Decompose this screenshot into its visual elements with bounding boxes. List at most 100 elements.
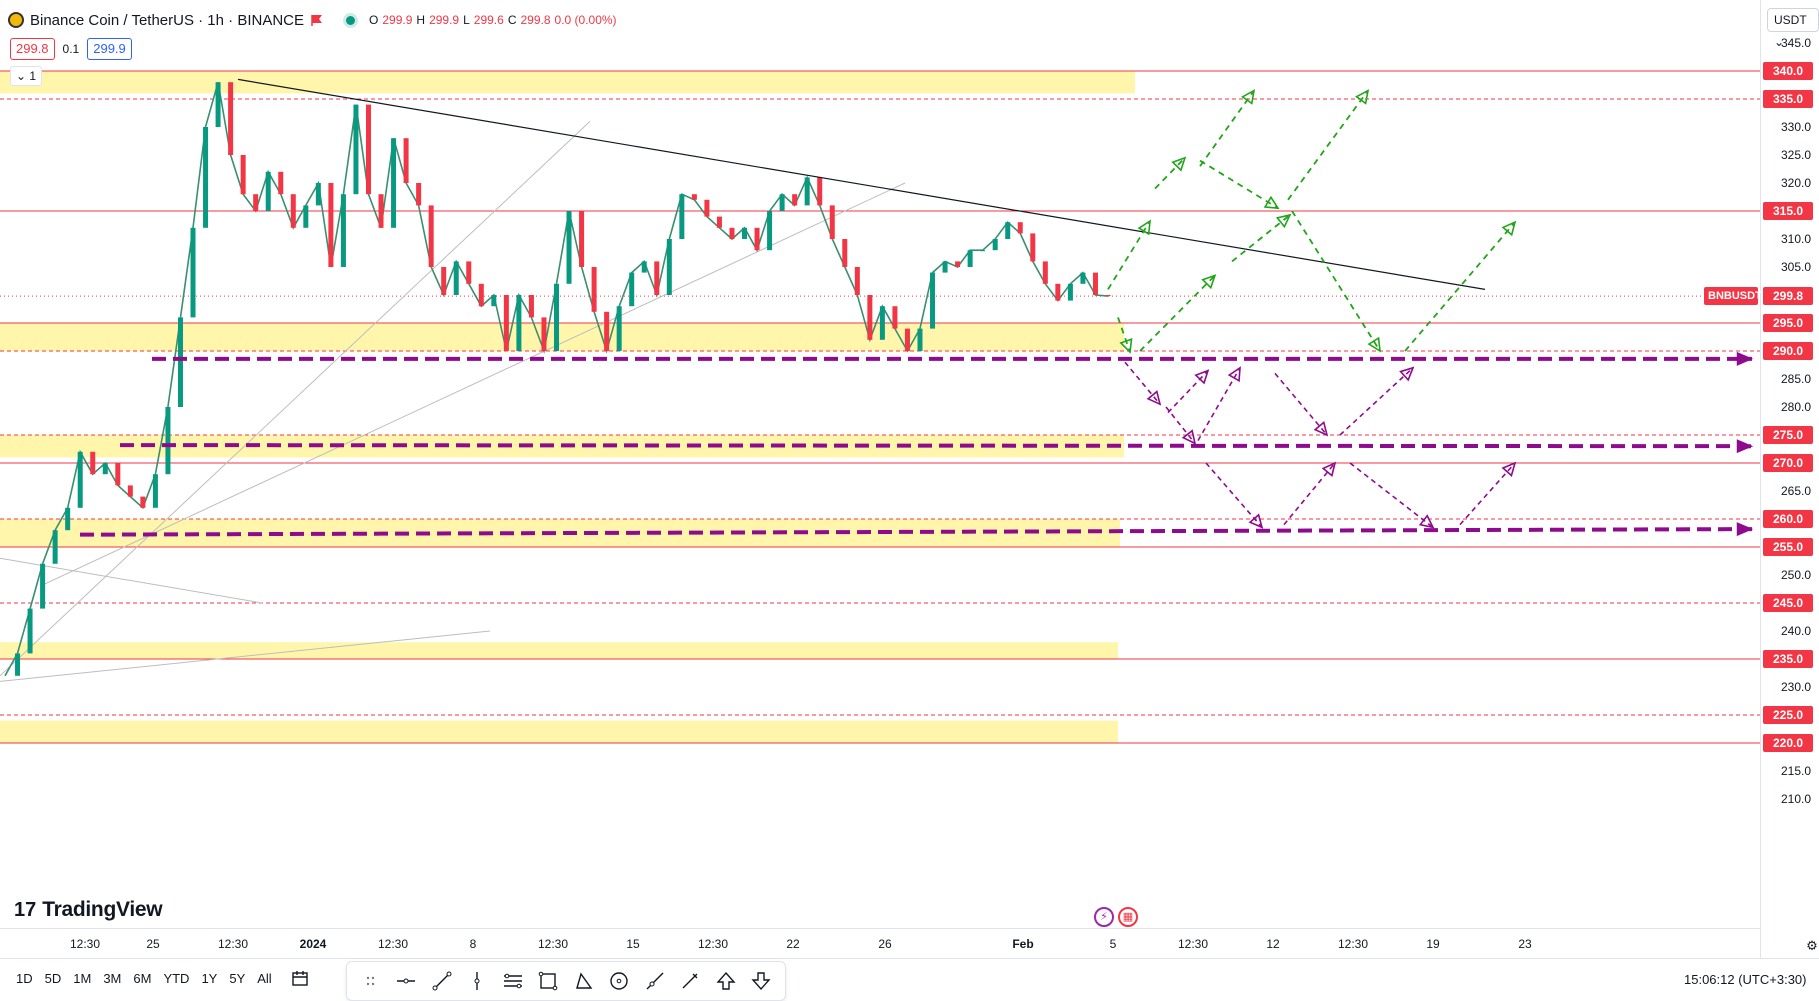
range-button-all[interactable]: All [257,971,272,986]
range-button-3m[interactable]: 3M [103,971,122,986]
price-level-label: 245.0 [1763,594,1813,612]
range-button-1d[interactable]: 1D [16,971,33,986]
candle [779,194,785,211]
candle [554,283,559,351]
spread-value: 0.1 [62,42,80,56]
green-projection-arrow-head [1201,274,1217,290]
candle [516,295,522,351]
candle [1030,233,1036,262]
arrow-up-tool-icon[interactable] [713,968,739,994]
go-to-date-icon[interactable] [290,969,310,994]
candle [140,496,146,508]
candle [40,563,46,609]
time-axis[interactable]: 12:30 25 12:30 2024 12:30 8 12:30 15 12:30 22 26 Fe… [0,928,1760,958]
candle [190,227,196,318]
range-button-5y[interactable]: 5Y [229,971,246,986]
range-button-5d[interactable]: 5D [44,971,62,986]
symbol-title[interactable]: Binance Coin / TetherUS · 1h · BINANCE [30,11,305,29]
candle [378,194,384,228]
indicators-collapse-button[interactable]: ⌄ 1 [10,66,43,86]
price-axis[interactable]: USDT ⌄ 345.0 330.0 325.0 320.0 310.0 305.0 285… [1760,0,1819,958]
tradingview-mark-icon: 17 [14,898,37,921]
support-zone [0,642,1118,659]
time-tick: 15 [626,937,640,951]
candle [942,261,948,273]
purple-support-arrow-head [1736,522,1754,537]
candle [691,194,697,200]
currency-selector[interactable]: USDT ⌄ [1767,8,1819,49]
axis-settings-icon[interactable]: ⚙ [1806,938,1818,953]
candle [428,205,434,267]
date-range-buttons: 1D 5D 1M 3M 6M YTD 1Y 5Y All [10,969,278,988]
brush-tool-icon[interactable] [677,968,703,994]
horizontal-line-tool-icon[interactable] [393,968,419,994]
candle [616,306,622,351]
price-tick: 310.0 [1780,232,1811,246]
buy-price-button[interactable]: 299.9 [87,38,132,60]
range-button-1m[interactable]: 1M [73,971,92,986]
trend-line [0,121,591,677]
rectangle-tool-icon[interactable] [535,968,561,994]
drag-handle-icon[interactable] [358,968,384,994]
purple-projection-arrow-head [1248,513,1264,529]
support-zone [0,720,1118,743]
time-tick: 12:30 [217,937,249,951]
green-projection-arrow-head [1119,338,1133,354]
price-level-label: 260.0 [1763,510,1813,528]
candle [102,463,108,475]
time-tick: 12:30 [537,937,569,951]
price-series-line [4,81,1109,677]
circle-tool-icon[interactable] [606,968,632,994]
open-label: O [369,13,379,27]
lightning-event-icon[interactable]: ⚡ [1094,907,1114,927]
purple-projection-arrow [1349,462,1434,529]
purple-projection-arrow-head [1194,369,1210,385]
time-tick: 12:30 [1337,937,1369,951]
chart-pane[interactable] [0,0,1760,958]
price-level-label: 340.0 [1763,62,1813,80]
flag-icon[interactable] [310,14,324,26]
high-label: H [416,13,426,27]
purple-support-arrow-head [1736,351,1754,366]
candle [654,261,660,295]
price-tick: 320.0 [1780,176,1811,190]
candle [90,451,96,475]
purple-projection-arrow [1167,370,1209,414]
parallel-channel-tool-icon[interactable] [500,968,526,994]
vertical-line-tool-icon[interactable] [464,968,490,994]
green-projection-arrow [1231,214,1291,263]
trend-line [39,182,906,587]
candle [579,211,585,267]
candle [165,407,171,475]
sell-price-button[interactable]: 299.8 [10,38,55,60]
price-level-label: 315.0 [1763,202,1813,220]
ray-tool-icon[interactable] [642,968,668,994]
price-tick: 230.0 [1780,680,1811,694]
candle [842,239,848,267]
range-button-6m[interactable]: 6M [133,971,152,986]
drawing-toolbar [346,961,786,1001]
time-tick: 12:30 [69,937,101,951]
time-tick: 19 [1426,937,1440,951]
candle [955,261,961,267]
range-button-1y[interactable]: 1Y [201,971,218,986]
clock-timezone[interactable]: 15:06:12 (UTC+3:30) [1684,972,1807,987]
candle [679,194,685,239]
green-projection-arrow-head [1355,89,1370,105]
range-button-ytd[interactable]: YTD [163,971,190,986]
trend-line-tool-icon[interactable] [429,968,455,994]
candle [265,171,271,211]
candle [992,239,998,251]
candle [867,295,873,340]
arrow-down-tool-icon[interactable] [748,968,774,994]
triangle-tool-icon[interactable] [571,968,597,994]
tradingview-logo[interactable]: 17 TradingView [14,898,163,922]
time-tick: 22 [786,937,800,951]
candle [15,653,21,676]
us-flag-event-icon[interactable]: ▦ [1118,907,1138,927]
candle [1017,222,1023,234]
candle [303,205,309,228]
time-tick: 12 [1266,937,1280,951]
candle [1080,272,1086,284]
